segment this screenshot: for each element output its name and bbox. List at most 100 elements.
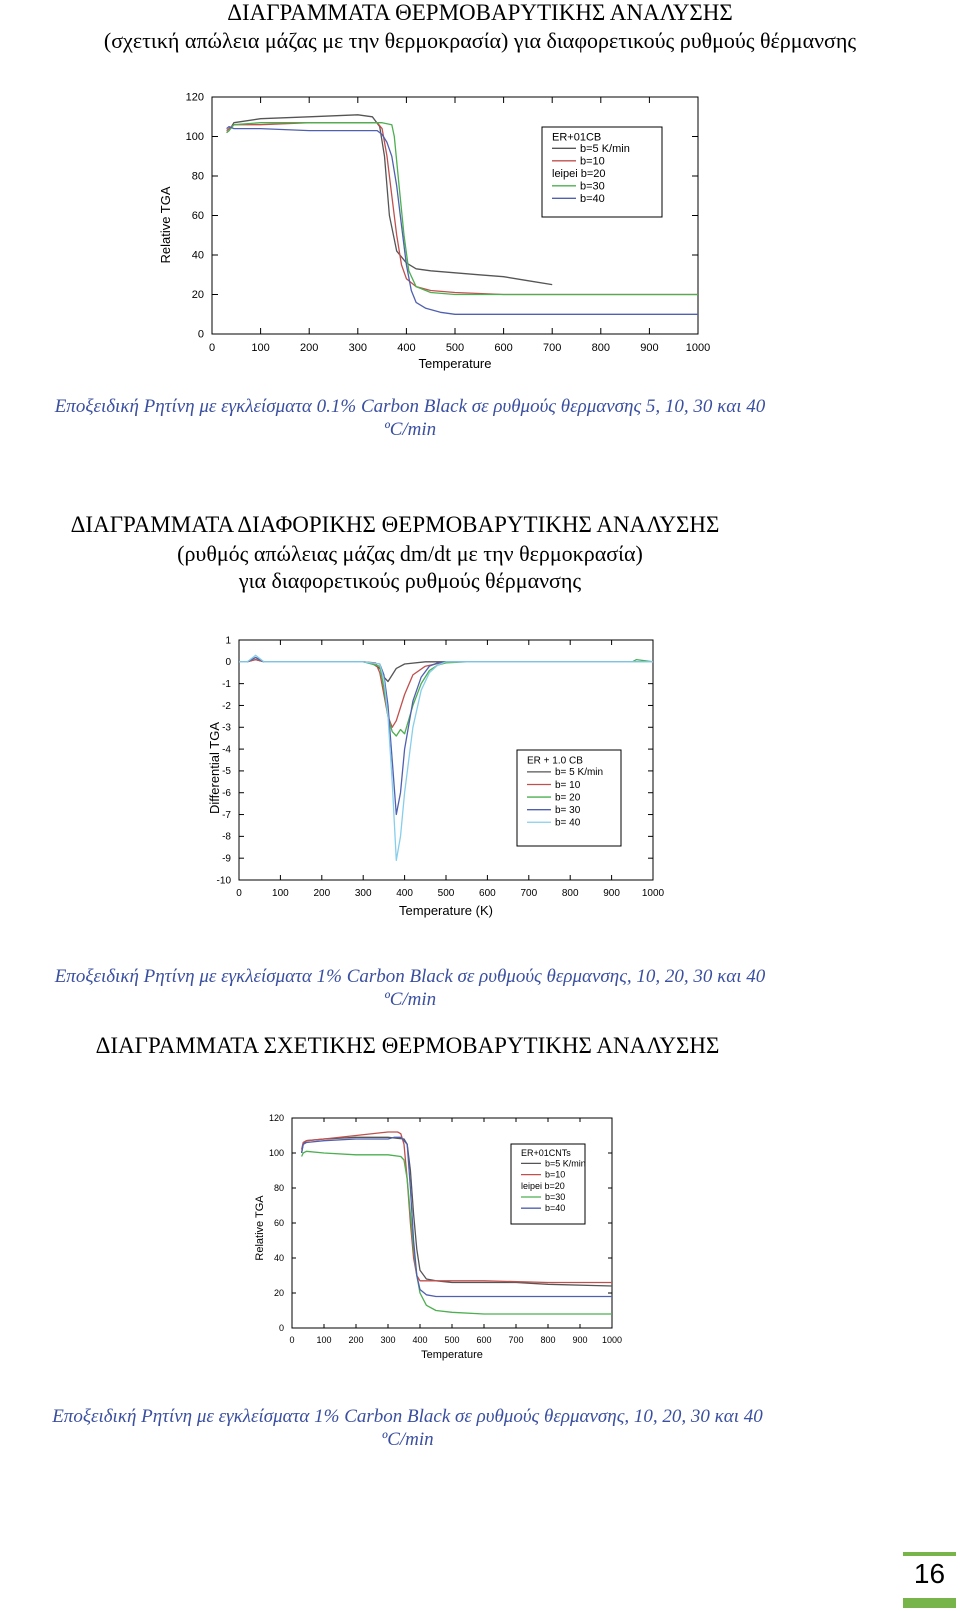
y-tick-label: 40 xyxy=(274,1253,284,1263)
y-tick-label: 20 xyxy=(192,289,204,301)
x-tick-label: 400 xyxy=(396,888,413,899)
legend-item: b= 20 xyxy=(555,792,581,803)
x-tick-label: 1000 xyxy=(686,342,710,354)
section3-title: ΔΙΑΓΡΑΜΜΑΤΑ ΣΧΕΤΙΚΗΣ ΘΕΡΜΟΒΑΡΥΤΙΚΗΣ ΑΝΑΛ… xyxy=(95,1033,720,1058)
chart-legend: ER + 1.0 CBb= 5 K/min b= 10b= 20 b= 30 b= 4… xyxy=(516,749,622,847)
series-line xyxy=(226,125,698,315)
section2-subtitle-line1: (ρυθμός απώλειας μάζας dm/dt με την θερμ… xyxy=(177,541,643,566)
series-line xyxy=(226,122,698,296)
y-axis-label: Differential TGA xyxy=(207,722,222,814)
x-axis-label: Temperature xyxy=(421,1349,483,1361)
y-tick-label: 0 xyxy=(198,329,204,341)
y-tick-label: -10 xyxy=(217,875,232,886)
legend-item: b=10 xyxy=(580,156,605,168)
legend-item: b=10 xyxy=(545,1170,565,1180)
x-tick-label: 500 xyxy=(438,888,455,899)
x-tick-label: 600 xyxy=(494,342,512,354)
section2-subtitle-line2: για διαφορετικούς ρυθμούς θέρμανσης xyxy=(238,568,582,593)
y-tick-label: 60 xyxy=(192,210,204,222)
y-tick-label: 1 xyxy=(225,635,231,646)
x-tick-label: 400 xyxy=(412,1335,427,1345)
x-tick-label: 300 xyxy=(349,342,367,354)
series-line xyxy=(239,656,654,737)
x-tick-label: 400 xyxy=(397,342,415,354)
x-tick-label: 200 xyxy=(348,1335,363,1345)
chart-lines xyxy=(300,1131,613,1315)
y-axis-label: Relative TGA xyxy=(254,1195,266,1261)
legend-item: leipei b=20 xyxy=(521,1181,565,1191)
section1-title: ΔΙΑΓΡΑΜΜΑΤΑ ΘΕΡΜΟΒΑΡΥΤΙΚΗΣ ΑΝΑΛΥΣΗΣ xyxy=(227,0,733,25)
legend-item: b=40 xyxy=(580,193,605,205)
legend-item: b= 40 xyxy=(555,818,581,829)
x-tick-label: 500 xyxy=(444,1335,459,1345)
legend-item: b=40 xyxy=(545,1203,565,1213)
series-line xyxy=(226,122,698,296)
section1-caption-line2: ºC/min xyxy=(383,419,437,440)
x-tick-label: 0 xyxy=(236,888,242,899)
section3-caption-line1: Εποξειδική Ρητίνη με εγκλείσματα 1% Carb… xyxy=(52,1406,763,1427)
legend-item: b= 5 K/min xyxy=(555,767,603,778)
y-tick-label: -5 xyxy=(222,766,231,777)
series-line xyxy=(239,654,653,862)
page-number-box xyxy=(903,1552,956,1608)
x-tick-label: 1000 xyxy=(602,1335,622,1345)
page-number-accent xyxy=(903,1598,956,1608)
legend-item: b=30 xyxy=(580,181,605,193)
chart-dtga-cb: 0 100 200 300 400 500 600 700 800 900 1000 1 0 -1 -2 -3… xyxy=(207,635,665,918)
chart-lines xyxy=(226,114,698,315)
y-tick-label: 120 xyxy=(186,92,204,104)
legend-box xyxy=(516,749,622,847)
y-axis-label: Relative TGA xyxy=(158,186,173,263)
x-tick-label: 800 xyxy=(540,1335,555,1345)
x-tick-label: 200 xyxy=(313,888,330,899)
legend-box xyxy=(510,1143,586,1225)
legend-item: b= 30 xyxy=(555,805,581,816)
x-tick-label: 500 xyxy=(446,342,464,354)
page-number: 16 xyxy=(913,1558,946,1589)
section1-caption-line1: Εποξειδική Ρητίνη με εγκλείσματα 0.1% Ca… xyxy=(54,396,766,417)
legend-title: ER+01CNTs xyxy=(521,1148,571,1158)
legend-title: ER + 1.0 CB xyxy=(527,756,583,767)
section3-caption-line2: ºC/min xyxy=(381,1429,434,1450)
y-tick-label: -8 xyxy=(222,832,231,843)
x-tick-label: 700 xyxy=(543,342,561,354)
section1-subtitle: (σχετική απώλεια μάζας με την θερμοκρασί… xyxy=(103,28,857,53)
x-tick-label: 200 xyxy=(300,342,318,354)
y-tick-label: -2 xyxy=(222,701,231,712)
legend-item: b=5 K/min xyxy=(545,1158,586,1168)
y-tick-label: 120 xyxy=(269,1113,284,1123)
x-tick-label: 0 xyxy=(209,342,215,354)
series-line xyxy=(301,1150,612,1315)
y-tick-label: -1 xyxy=(222,679,231,690)
y-tick-label: 40 xyxy=(192,250,204,262)
y-tick-label: -4 xyxy=(222,744,231,755)
chart-lines xyxy=(239,654,654,862)
legend-item: b=30 xyxy=(545,1192,565,1202)
y-tick-label: 100 xyxy=(269,1148,284,1158)
y-tick-label: 60 xyxy=(274,1218,284,1228)
x-tick-label: 800 xyxy=(562,888,579,899)
series-line xyxy=(239,658,653,728)
x-tick-label: 1000 xyxy=(642,888,665,899)
chart-tga-cnt: 0 100 200 300 400 500 600 700 800 900 1000 0 20 40 60 8… xyxy=(254,1113,622,1361)
y-tick-label: -7 xyxy=(222,810,231,821)
y-tick-label: 20 xyxy=(274,1288,284,1298)
chart-ticks: 0 100 200 300 400 500 600 700 800 900 1000 0 20 40 60 8… xyxy=(269,1113,622,1345)
chart-ticks: 0 100 200 300 400 500 600 700 800 900 1000 1 0 -1 -2 -3… xyxy=(217,635,665,899)
y-tick-label: 0 xyxy=(279,1323,284,1333)
y-tick-label: -9 xyxy=(222,854,231,865)
x-tick-label: 100 xyxy=(251,342,269,354)
chart-tga-cb: 0 100 200 300 400 500 600 700 800 900 1000 0 20 40 60 8… xyxy=(158,92,710,371)
series-line xyxy=(226,114,553,286)
y-tick-label: 100 xyxy=(186,131,204,143)
legend-item: leipei b=20 xyxy=(552,168,606,180)
x-tick-label: 800 xyxy=(592,342,610,354)
legend-item: b= 10 xyxy=(555,780,581,791)
legend-item: b=5 K/min xyxy=(580,143,630,155)
legend-box xyxy=(541,126,663,218)
y-tick-label: 0 xyxy=(225,657,231,668)
x-tick-label: 100 xyxy=(316,1335,331,1345)
series-line xyxy=(300,1136,612,1298)
